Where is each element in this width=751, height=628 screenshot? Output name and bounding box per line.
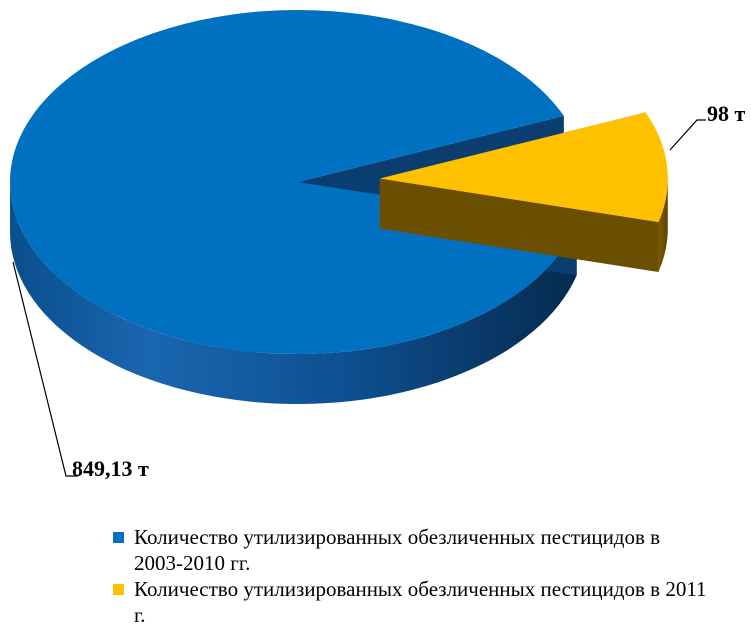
pie-slice-top	[10, 9, 577, 354]
legend-swatch-icon	[113, 584, 124, 595]
legend-item: Количество утилизированных обезличенных …	[112, 576, 712, 628]
legend: Количество утилизированных обезличенных …	[112, 524, 712, 628]
legend-label: Количество утилизированных обезличенных …	[134, 577, 707, 627]
leader-line	[669, 119, 706, 151]
legend-item: Количество утилизированных обезличенных …	[112, 524, 712, 576]
pie-slice-cut-face	[379, 178, 659, 273]
legend-swatch-icon	[113, 532, 124, 543]
legend-label: Количество утилизированных обезличенных …	[134, 525, 661, 575]
pie-slice-2011	[379, 112, 668, 273]
pie-slice-top	[379, 112, 668, 223]
pie-slice-side	[658, 178, 668, 273]
pie-slice-side	[10, 182, 577, 405]
data-label: 98 т	[707, 101, 746, 126]
pie-slice-2003-2010	[10, 9, 577, 405]
data-label: 849,13 т	[72, 456, 149, 481]
leader-line	[12, 261, 78, 477]
